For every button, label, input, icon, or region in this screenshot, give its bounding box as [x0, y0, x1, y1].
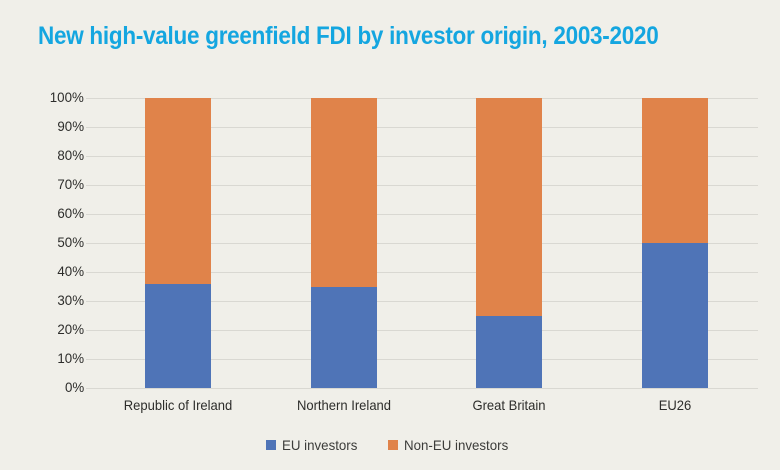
y-tick-label: 100%: [49, 89, 84, 105]
x-category-label: EU26: [658, 397, 692, 413]
gridline: [86, 300, 758, 302]
gridline: [86, 358, 758, 360]
legend: EU investors Non-EU investors: [0, 437, 780, 453]
bar-segment-non-eu-investors: [144, 98, 211, 284]
bar-segment-non-eu-investors: [642, 98, 709, 243]
bar-column-eu26: [642, 98, 709, 388]
y-tick-label: 30%: [57, 292, 84, 308]
y-tick-label: 40%: [57, 263, 84, 279]
legend-swatch-non-eu-investors: [387, 440, 398, 450]
y-tick-label: 90%: [57, 118, 84, 134]
gridline: [86, 97, 758, 99]
y-tick-label: 10%: [57, 350, 84, 366]
x-category-label: Northern Ireland: [296, 397, 391, 413]
gridline: [86, 126, 758, 128]
legend-label: Non-EU investors: [403, 437, 509, 453]
legend-item-non-eu-investors: Non-EU investors: [387, 437, 514, 453]
chart-title: New high-value greenfield FDI by investo…: [38, 22, 659, 50]
y-tick-label: 70%: [57, 176, 84, 192]
gridline: [86, 271, 758, 273]
gridline: [86, 329, 758, 331]
x-category-label: Great Britain: [472, 397, 546, 413]
gridline: [86, 213, 758, 215]
legend-label: EU investors: [282, 437, 358, 453]
bar-column-republic-of-ireland: [144, 98, 211, 388]
bar-segment-non-eu-investors: [476, 98, 543, 316]
y-tick-label: 60%: [57, 205, 84, 221]
legend-swatch-eu-investors: [266, 440, 277, 450]
gridline: [86, 242, 758, 244]
bar-segment-non-eu-investors: [310, 98, 377, 287]
plot-area: 0% 10% 20% 30% 40% 50% 60% 70% 80% 90% 100% Republ…: [50, 89, 758, 413]
gridline: [86, 155, 758, 157]
bar-segment-eu-investors: [642, 243, 709, 388]
bar-segment-eu-investors: [310, 286, 377, 388]
y-axis-tick-labels: 0% 10% 20% 30% 40% 50% 60% 70% 80% 90% 100%: [24, 89, 84, 395]
gridline: [86, 387, 758, 389]
bar-column-northern-ireland: [310, 98, 377, 388]
x-category-label: Republic of Ireland: [123, 397, 233, 413]
gridline: [86, 184, 758, 186]
y-tick-label: 80%: [57, 147, 84, 163]
bar-segment-eu-investors: [144, 283, 211, 388]
legend-item-eu-investors: EU investors: [266, 437, 361, 453]
y-tick-label: 50%: [57, 234, 84, 250]
bar-segment-eu-investors: [476, 315, 543, 388]
bars-layer: [95, 98, 758, 388]
y-tick-label: 20%: [57, 321, 84, 337]
x-axis-category-labels: Republic of Ireland Northern Ireland Great…: [95, 388, 758, 422]
gridlines-layer: [86, 97, 758, 389]
bar-column-great-britain: [476, 98, 543, 388]
y-tick-label: 0%: [64, 379, 84, 395]
